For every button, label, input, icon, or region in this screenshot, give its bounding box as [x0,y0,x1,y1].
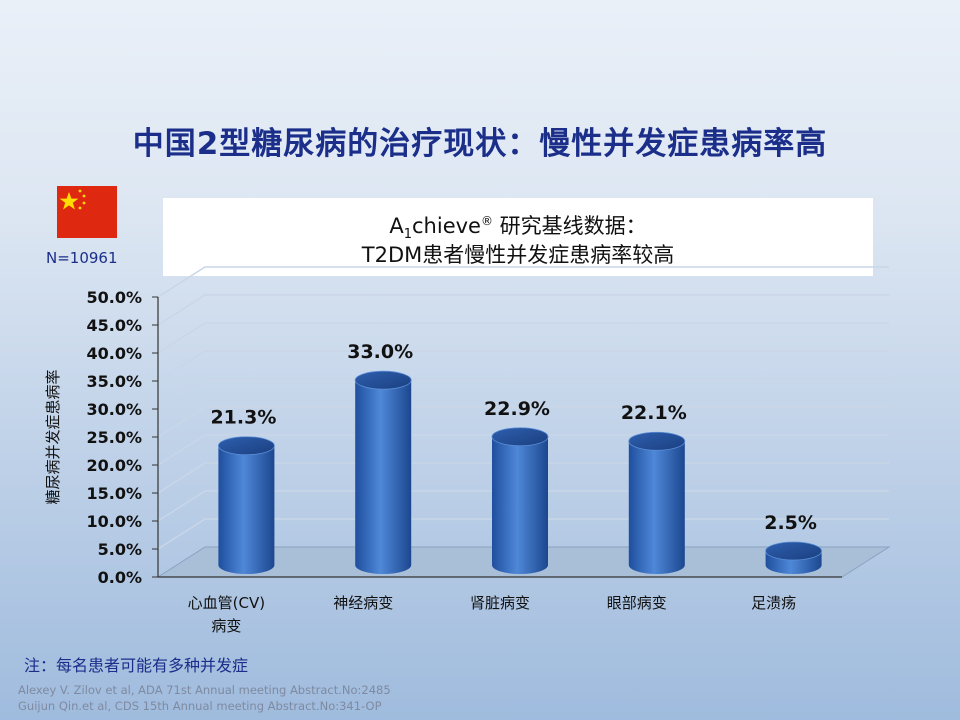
page-title: 中国2型糖尿病的治疗现状：慢性并发症患病率高 [132,126,828,162]
bar-top [765,541,822,561]
y-tick-label: 45.0% [86,316,142,335]
data-label: 2.5% [764,512,817,534]
bar [628,431,686,574]
y-tick-label: 20.0% [86,456,142,475]
x-tick-label-line: 肾脏病变 [470,594,530,612]
gridline [157,378,889,410]
x-tick-label: 神经病变 [333,594,393,612]
bar-top [628,431,686,451]
subtitle-box: A1chieve® 研究基线数据： T2DM患者慢性并发症患病率较高 [163,198,873,276]
label-layer: 21.3% 心血管(CV) 病变 33.0% 神经病变 22.9% 肾脏病变 22.1% 眼部病… [188,341,817,635]
subtitle-a: A [389,214,404,238]
bar-body [492,436,548,574]
bar-body [628,441,685,574]
x-tick-label-line: 足溃疡 [751,594,796,612]
x-tick-label: 心血管(CV) 病变 [188,594,265,635]
gridline [157,266,889,298]
x-tick-label: 足溃疡 [751,594,796,612]
data-label: 22.9% [484,398,550,420]
x-tick-label-line: 病变 [211,617,241,635]
bar [217,436,275,574]
y-tick-label: 50.0% [86,288,142,307]
y-tick-label: 10.0% [86,512,142,531]
y-tick-label: 30.0% [86,400,142,419]
china-flag-icon [57,186,117,238]
reference-2: Guijun Qin.et al, CDS 15th Annual meetin… [18,699,382,713]
data-label: 22.1% [621,402,687,424]
data-label: 33.0% [347,341,413,363]
sample-size-label: N=10961 [46,249,118,267]
y-tick-label: 15.0% [86,484,142,503]
gridline [157,294,889,326]
bar-top [491,427,549,447]
footnote: 注：每名患者可能有多种并发症 [24,656,249,675]
bar [765,541,822,574]
x-tick-label-line: 神经病变 [333,594,393,612]
y-tick-label: 40.0% [86,344,142,363]
y-tick-label: 5.0% [98,540,142,559]
subtitle-reg: ® [480,214,493,228]
axis-layer: 0.0% 5.0% 10.0% 15.0% 20.0% 25.0% 30.0% 35.0% 40… [44,288,842,587]
data-label: 21.3% [210,407,276,429]
x-tick-label-line: 心血管(CV) [188,594,265,612]
reference-1: Alexey V. Zilov et al, ADA 71st Annual m… [18,683,391,697]
y-tick-label: 35.0% [86,372,142,391]
y-tick-label: 0.0% [98,568,142,587]
subtitle-suffix: 研究基线数据： [492,214,647,238]
y-axis-label: 糖尿病并发症患病率 [44,369,62,504]
x-tick-label-line: 眼部病变 [607,594,667,612]
bar-layer [217,370,822,574]
gridline [157,350,889,382]
bar-body [218,445,275,574]
subtitle-chieve: chieve [412,214,481,238]
bar-top [354,370,412,390]
bar [354,370,412,574]
bar [491,427,549,574]
x-tick-label: 肾脏病变 [470,594,530,612]
subtitle-line-2: T2DM患者慢性并发症患病率较高 [361,243,675,267]
subtitle-line-1: A1chieve® 研究基线数据： [163,204,873,242]
subtitle-sub: 1 [403,227,412,243]
x-tick-label: 眼部病变 [607,594,667,612]
bar-top [217,436,275,456]
y-tick-label: 25.0% [86,428,142,447]
bar-body [355,380,412,574]
gridline [157,322,889,354]
gridline [157,406,889,438]
